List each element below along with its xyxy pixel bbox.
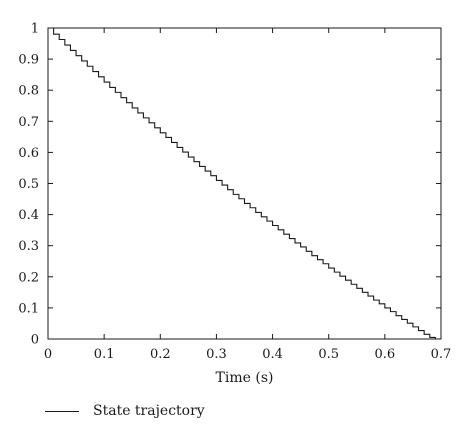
y-tick-label: 1 — [31, 22, 39, 37]
legend-label: State trajectory — [93, 403, 205, 419]
series-layer — [48, 27, 436, 339]
x-tick-label: 0.2 — [150, 347, 171, 362]
y-tick-label: 0.3 — [18, 239, 39, 254]
y-tick-label: 0.7 — [18, 115, 39, 130]
y-tick-label: 0.9 — [18, 53, 39, 68]
y-tick-label: 0.1 — [18, 301, 39, 316]
x-axis-title: Time (s) — [216, 370, 274, 386]
legend: State trajectory — [45, 403, 205, 419]
x-tick-label: 0.1 — [94, 347, 115, 362]
x-tick-label: 0.7 — [431, 347, 452, 362]
y-tick-label: 0.8 — [18, 84, 39, 99]
y-tick-label: 0.4 — [18, 208, 39, 223]
plot-frame — [47, 27, 442, 340]
ticks-layer: 0 0.1 0.2 0.3 0.4 0.5 0.6 0.7 0 0.1 0.2 0.3 0.4 0.5 0.… — [18, 22, 451, 363]
x-tick-label: 0.3 — [206, 347, 227, 362]
x-tick-label: 0.4 — [262, 347, 283, 362]
y-tick-label: 0.2 — [18, 270, 39, 285]
series-line-state-trajectory — [48, 27, 436, 339]
x-tick-label: 0 — [44, 347, 52, 362]
x-tick-label: 0.6 — [375, 347, 396, 362]
x-tick-label: 0.5 — [318, 347, 339, 362]
legend-line-swatch — [45, 410, 79, 412]
y-tick-label: 0.5 — [18, 177, 39, 192]
y-tick-label: 0.6 — [18, 146, 39, 161]
y-tick-label: 0 — [31, 333, 39, 348]
